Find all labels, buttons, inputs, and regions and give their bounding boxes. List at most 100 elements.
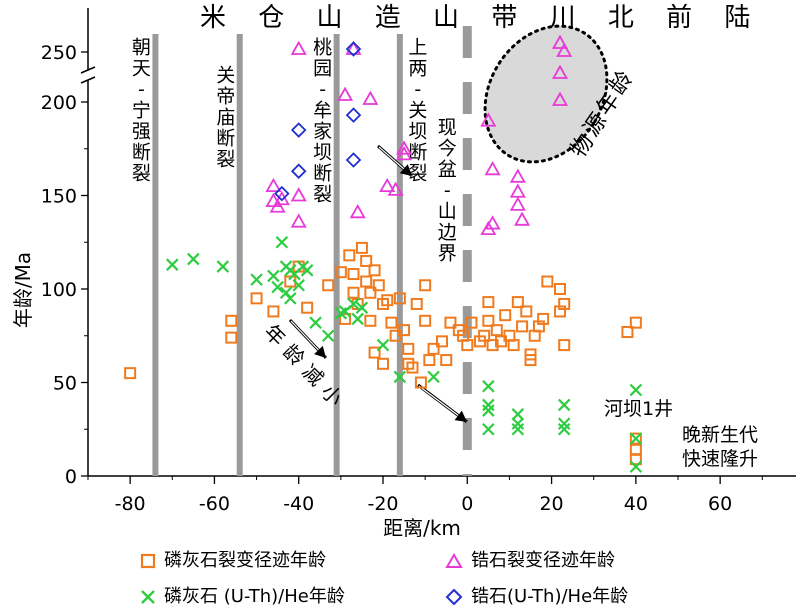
data-point-square <box>621 326 634 339</box>
y-tick-label: 100 <box>41 279 77 301</box>
data-point-x <box>557 398 571 412</box>
legend-item-apatite-he: 磷灰石 (U-Th)/He年龄 <box>140 582 345 608</box>
fault-label-3: 裂 <box>408 163 427 185</box>
data-point-square <box>360 275 373 288</box>
data-point-square <box>225 331 238 344</box>
data-point-square <box>423 354 436 367</box>
data-point-square <box>427 342 440 355</box>
fault-label-1: 庙 <box>216 107 235 129</box>
data-point-square <box>490 324 503 337</box>
fault-label-1: 断 <box>216 128 235 150</box>
data-point-x <box>275 235 289 249</box>
fault-label-2: 园 <box>313 58 332 80</box>
data-point-triangle <box>379 177 396 193</box>
data-point-square <box>465 316 478 329</box>
trend-arrow-2-head <box>399 164 412 176</box>
x-tick-label: 60 <box>708 493 732 515</box>
data-point-x <box>376 338 390 352</box>
data-point-square <box>381 294 394 307</box>
fault-label-1: 裂 <box>216 149 235 171</box>
data-point-square <box>478 329 491 342</box>
data-point-x <box>271 280 284 294</box>
fault-label-3: 两 <box>408 58 427 80</box>
data-point-square <box>629 453 642 466</box>
fault-label-4: 现 <box>438 117 457 139</box>
data-point-x <box>511 417 525 430</box>
fault-label-3: 坝 <box>408 121 427 143</box>
data-point-x <box>393 370 407 384</box>
fault-label-3: 关 <box>408 100 427 122</box>
fault-label-4: 界 <box>438 243 457 265</box>
data-point-triangle <box>509 168 526 183</box>
data-point-x <box>216 260 230 273</box>
x-marker-icon <box>141 590 155 604</box>
data-point-diamond <box>290 122 307 138</box>
data-point-triangle <box>480 112 497 127</box>
data-point-triangle <box>349 204 366 219</box>
late-cenozoic-label-1: 晚新生代 <box>682 424 758 446</box>
data-point-x <box>166 258 179 271</box>
data-point-square <box>347 268 360 281</box>
data-point-square <box>250 292 263 305</box>
data-point-square <box>440 354 453 367</box>
legend-item-zircon-ft: 锆石裂变径迹年龄 <box>445 546 615 572</box>
fault-label-1: 帝 <box>216 86 235 108</box>
data-point-square <box>334 266 347 279</box>
data-point-diamond <box>290 163 307 179</box>
legend-label-apatite-ft: 磷灰石裂变径迹年龄 <box>164 550 326 571</box>
data-point-square <box>343 249 356 262</box>
age-decrease-label: 减 <box>297 359 328 390</box>
square-marker-icon <box>140 553 156 569</box>
data-point-x <box>351 312 364 326</box>
age-decrease-label: 年 <box>259 319 290 350</box>
data-point-square <box>486 339 499 352</box>
fault-label-0: 宁 <box>132 100 151 122</box>
data-point-triangle <box>551 64 569 79</box>
data-point-square <box>364 286 377 299</box>
legend-label-zircon-he: 锆石(U-Th)/He年龄 <box>471 586 629 607</box>
data-point-square <box>516 320 529 333</box>
data-point-square <box>629 316 642 329</box>
data-point-square <box>499 309 512 322</box>
data-point-x <box>267 269 280 283</box>
fault-label-0: 天 <box>132 58 151 80</box>
data-point-x <box>557 422 571 436</box>
data-point-x <box>511 408 525 421</box>
data-point-x <box>482 379 495 393</box>
data-point-square <box>402 342 415 355</box>
data-point-square <box>444 316 457 329</box>
data-point-x <box>629 460 643 473</box>
data-point-triangle <box>480 220 497 236</box>
data-point-square <box>267 305 280 318</box>
fault-label-2: 家 <box>313 121 332 143</box>
fault-label-2: 裂 <box>313 184 332 206</box>
fault-label-3: - <box>414 79 421 101</box>
late-cenozoic-label-2: 快速隆升 <box>682 448 758 470</box>
data-point-triangle <box>265 177 282 193</box>
fault-label-3: 断 <box>408 142 427 164</box>
data-point-square <box>225 314 238 327</box>
data-point-square <box>461 339 474 352</box>
data-point-square <box>629 432 642 445</box>
data-point-square <box>322 279 335 292</box>
data-point-square <box>558 339 571 352</box>
data-point-square <box>368 264 381 277</box>
y-tick-label: 50 <box>53 373 77 395</box>
x-tick-label: 0 <box>461 493 473 515</box>
data-point-square <box>507 339 520 352</box>
fault-label-0: 朝 <box>132 37 151 59</box>
data-point-square <box>414 376 427 389</box>
fault-label-2: - <box>319 79 326 101</box>
data-point-triangle <box>290 40 307 55</box>
age-decrease-label: 小 <box>316 379 347 410</box>
data-point-square <box>124 367 137 380</box>
data-point-square <box>347 286 360 299</box>
data-point-square <box>520 305 533 318</box>
fault-label-2: 牟 <box>313 100 332 122</box>
x-tick-label: -40 <box>283 493 314 515</box>
data-point-x <box>511 422 525 436</box>
fault-label-0: 断 <box>132 142 151 164</box>
data-point-square <box>419 314 432 327</box>
fault-label-0: 强 <box>132 121 151 143</box>
